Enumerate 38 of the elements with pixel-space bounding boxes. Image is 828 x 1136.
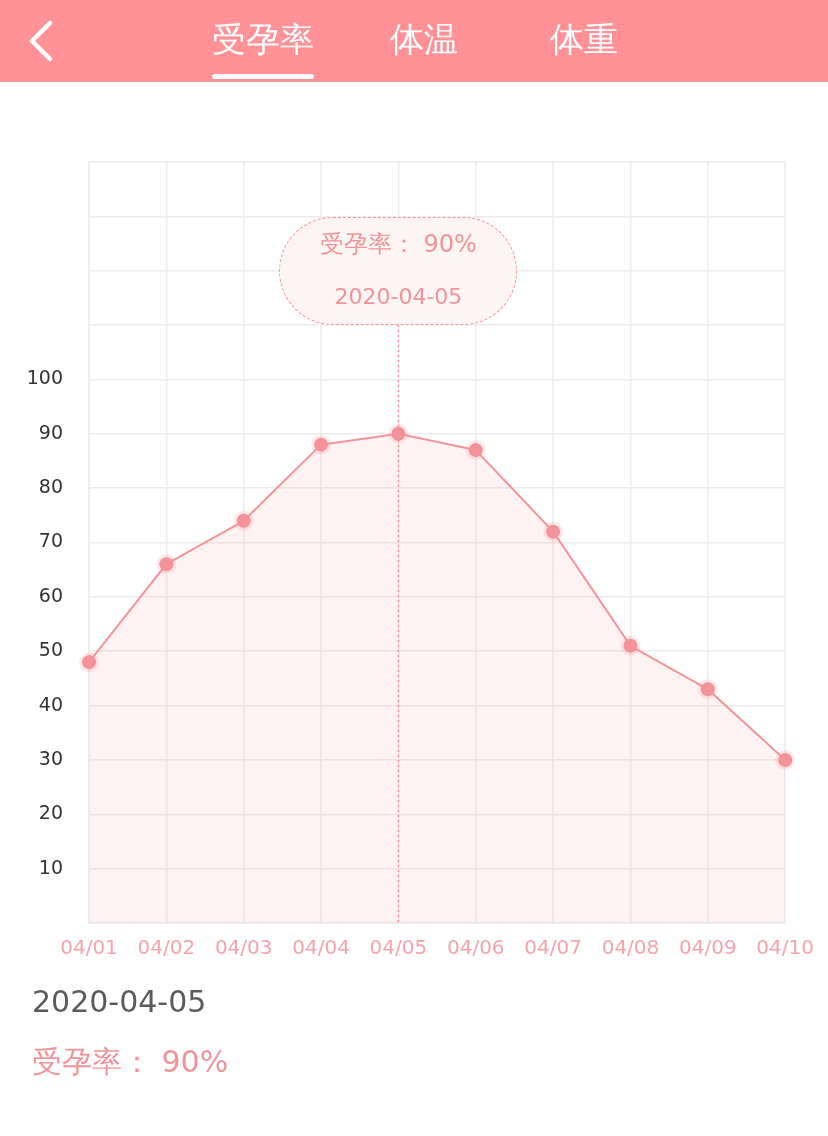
text: 体温 [390,18,458,61]
text: 受孕率： 90% [32,1043,229,1081]
y-tick-label: 20 [38,801,63,824]
point [775,749,796,770]
x-tick-label: 04/04 [292,935,350,960]
point [233,510,254,531]
y-tick-label: 40 [38,692,63,715]
y-tick-label: 50 [38,638,63,661]
y-tick-label: 10 [38,855,63,878]
x-tick-label: 04/08 [601,935,660,960]
y-tick-label: 70 [38,529,63,552]
x-tick-label: 04/01 [60,935,118,960]
point [697,679,718,700]
y-tick-label: 100 [26,366,63,389]
y-tick-label: 60 [38,583,63,606]
x-tick-label: 04/03 [214,935,273,960]
y-tick-label: 90 [38,420,63,443]
x-tick-label: 04/06 [446,935,505,960]
text: 2020-04-05 [32,983,207,1021]
point [79,652,99,673]
x-tick-label: 04/09 [679,935,737,960]
y-tick-label: 30 [38,746,63,769]
point [465,440,486,461]
y-tick-label: 80 [38,475,63,498]
point [156,554,177,575]
point [620,635,641,656]
point [543,521,564,542]
x-tick-label: 04/05 [369,935,428,960]
annotation: 2020-04-05 [333,283,464,311]
x-tick-label: 04/07 [524,935,582,960]
point [388,423,409,444]
tooltip-box: 受孕率： 90% 2020-04-05 [279,217,518,325]
x-tick-label: 04/02 [137,935,196,960]
chart-title: 受孕率 [212,18,314,61]
x-tick-label: 04/10 [756,935,814,960]
point [311,434,332,455]
annotation: 受孕率： 90% [318,229,478,260]
text: 体重 [550,18,618,61]
